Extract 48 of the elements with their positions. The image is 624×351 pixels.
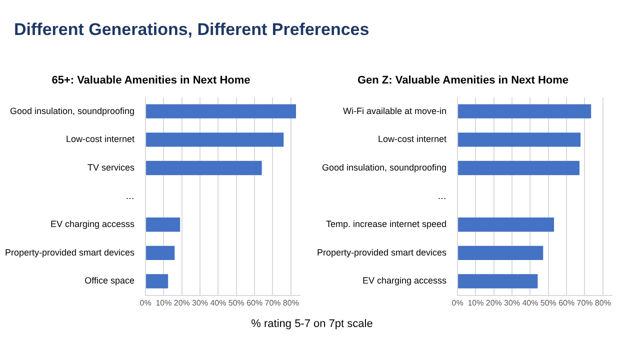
y-tick-label: Wi-Fi available at move-in [343,106,447,116]
bar [146,132,284,147]
x-tick-label: 60% [246,298,263,308]
x-tick-label: 0% [140,298,152,308]
y-tick-label: EV charging accesss [50,219,136,230]
bar [146,274,168,288]
y-tick-label: … [438,190,447,201]
bar [146,246,175,260]
x-tick-label: 50% [228,298,244,308]
y-tick-label: TV services [88,162,136,172]
y-tick-label: Office space [84,276,135,286]
bar [458,104,592,118]
x-tick-label: 10% [468,298,484,308]
x-tick-label: 80% [282,298,299,308]
x-tick-label: 70% [576,298,593,308]
bar [458,218,554,232]
x-tick-label: 20% [174,298,190,308]
y-tick-label: Good insulation, soundproofing [322,162,447,172]
bar [458,246,544,260]
x-tick-label: 30% [192,298,208,308]
bar [458,160,580,176]
x-tick-label: 30% [504,298,520,308]
y-tick-label: Low-cost internet [66,134,136,144]
chart-title: Gen Z: Valuable Amenities in Next Home [357,74,569,87]
chart-title: 65+: Valuable Amenities in Next Home [52,74,250,87]
x-tick-label: 40% [210,298,226,308]
bar [458,274,538,288]
y-tick-label: Property-provided smart devices [316,247,448,258]
x-tick-label: 50% [540,298,556,308]
x-tick-label: 70% [264,298,281,308]
x-tick-label: 0% [452,298,464,308]
bar [458,132,581,147]
y-tick-label: Temp. increase internet speed [326,219,447,230]
bar [146,104,296,118]
y-tick-label: … [126,190,135,201]
text: Different Generations, Different Preferences [14,20,370,40]
x-tick-label: 10% [156,298,172,308]
y-tick-label: EV charging accesss [362,276,448,286]
x-tick-label: 80% [594,298,611,308]
bar [146,160,262,176]
y-tick-label: Property-provided smart devices [4,247,136,258]
y-tick-label: Low-cost internet [378,134,448,144]
bar [146,218,180,232]
x-tick-label: 60% [558,298,575,308]
x-tick-label: 40% [522,298,538,308]
text: % rating 5-7 on 7pt scale [250,318,374,330]
x-tick-label: 20% [486,298,502,308]
y-tick-label: Good insulation, soundproofing [10,106,135,116]
